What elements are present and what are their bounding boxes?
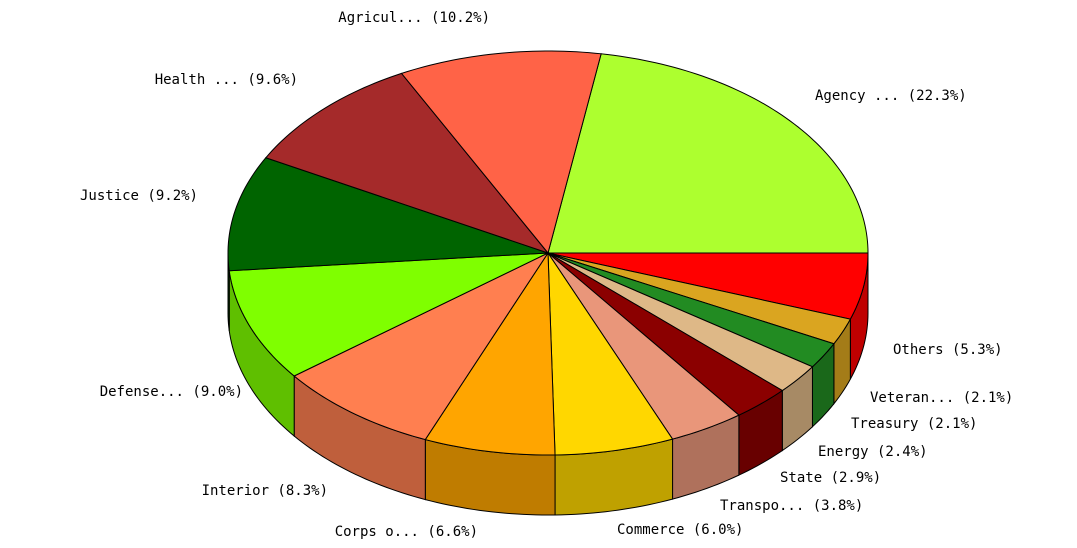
slice-label: Defense... (9.0%) (100, 384, 243, 400)
slice-label: Treasury (2.1%) (851, 416, 977, 432)
pie-slice (227, 157, 549, 272)
slice-label: Energy (2.4%) (818, 444, 928, 460)
slice-label: Others (5.3%) (893, 342, 1003, 358)
slice-label: Interior (8.3%) (202, 483, 328, 499)
pie-slice (424, 251, 556, 456)
pie-slice (264, 72, 550, 255)
pie-slice (547, 252, 852, 345)
pie-slice (547, 252, 835, 368)
pie-slice (547, 252, 740, 440)
pie-slice (547, 251, 674, 456)
slice-label: Transpo... (3.8%) (720, 498, 863, 514)
pie-slice (547, 252, 784, 416)
pie-slice (293, 251, 550, 441)
pie-slice (547, 252, 869, 320)
slice-label: Veteran... (2.1%) (870, 390, 1013, 406)
slice-label: Agency ... (22.3%) (815, 88, 967, 104)
pie-slice (400, 50, 602, 255)
slice-label: State (2.9%) (780, 470, 881, 486)
slice-label: Corps o... (6.6%) (335, 524, 478, 540)
pie-slice (228, 252, 549, 377)
slice-label: Health ... (9.6%) (155, 72, 298, 88)
pie-slice (547, 252, 814, 392)
pie-slice (547, 53, 869, 254)
slice-label: Justice (9.2%) (80, 188, 198, 204)
slice-label: Commerce (6.0%) (617, 522, 743, 538)
slice-label: Agricul... (10.2%) (338, 10, 490, 26)
